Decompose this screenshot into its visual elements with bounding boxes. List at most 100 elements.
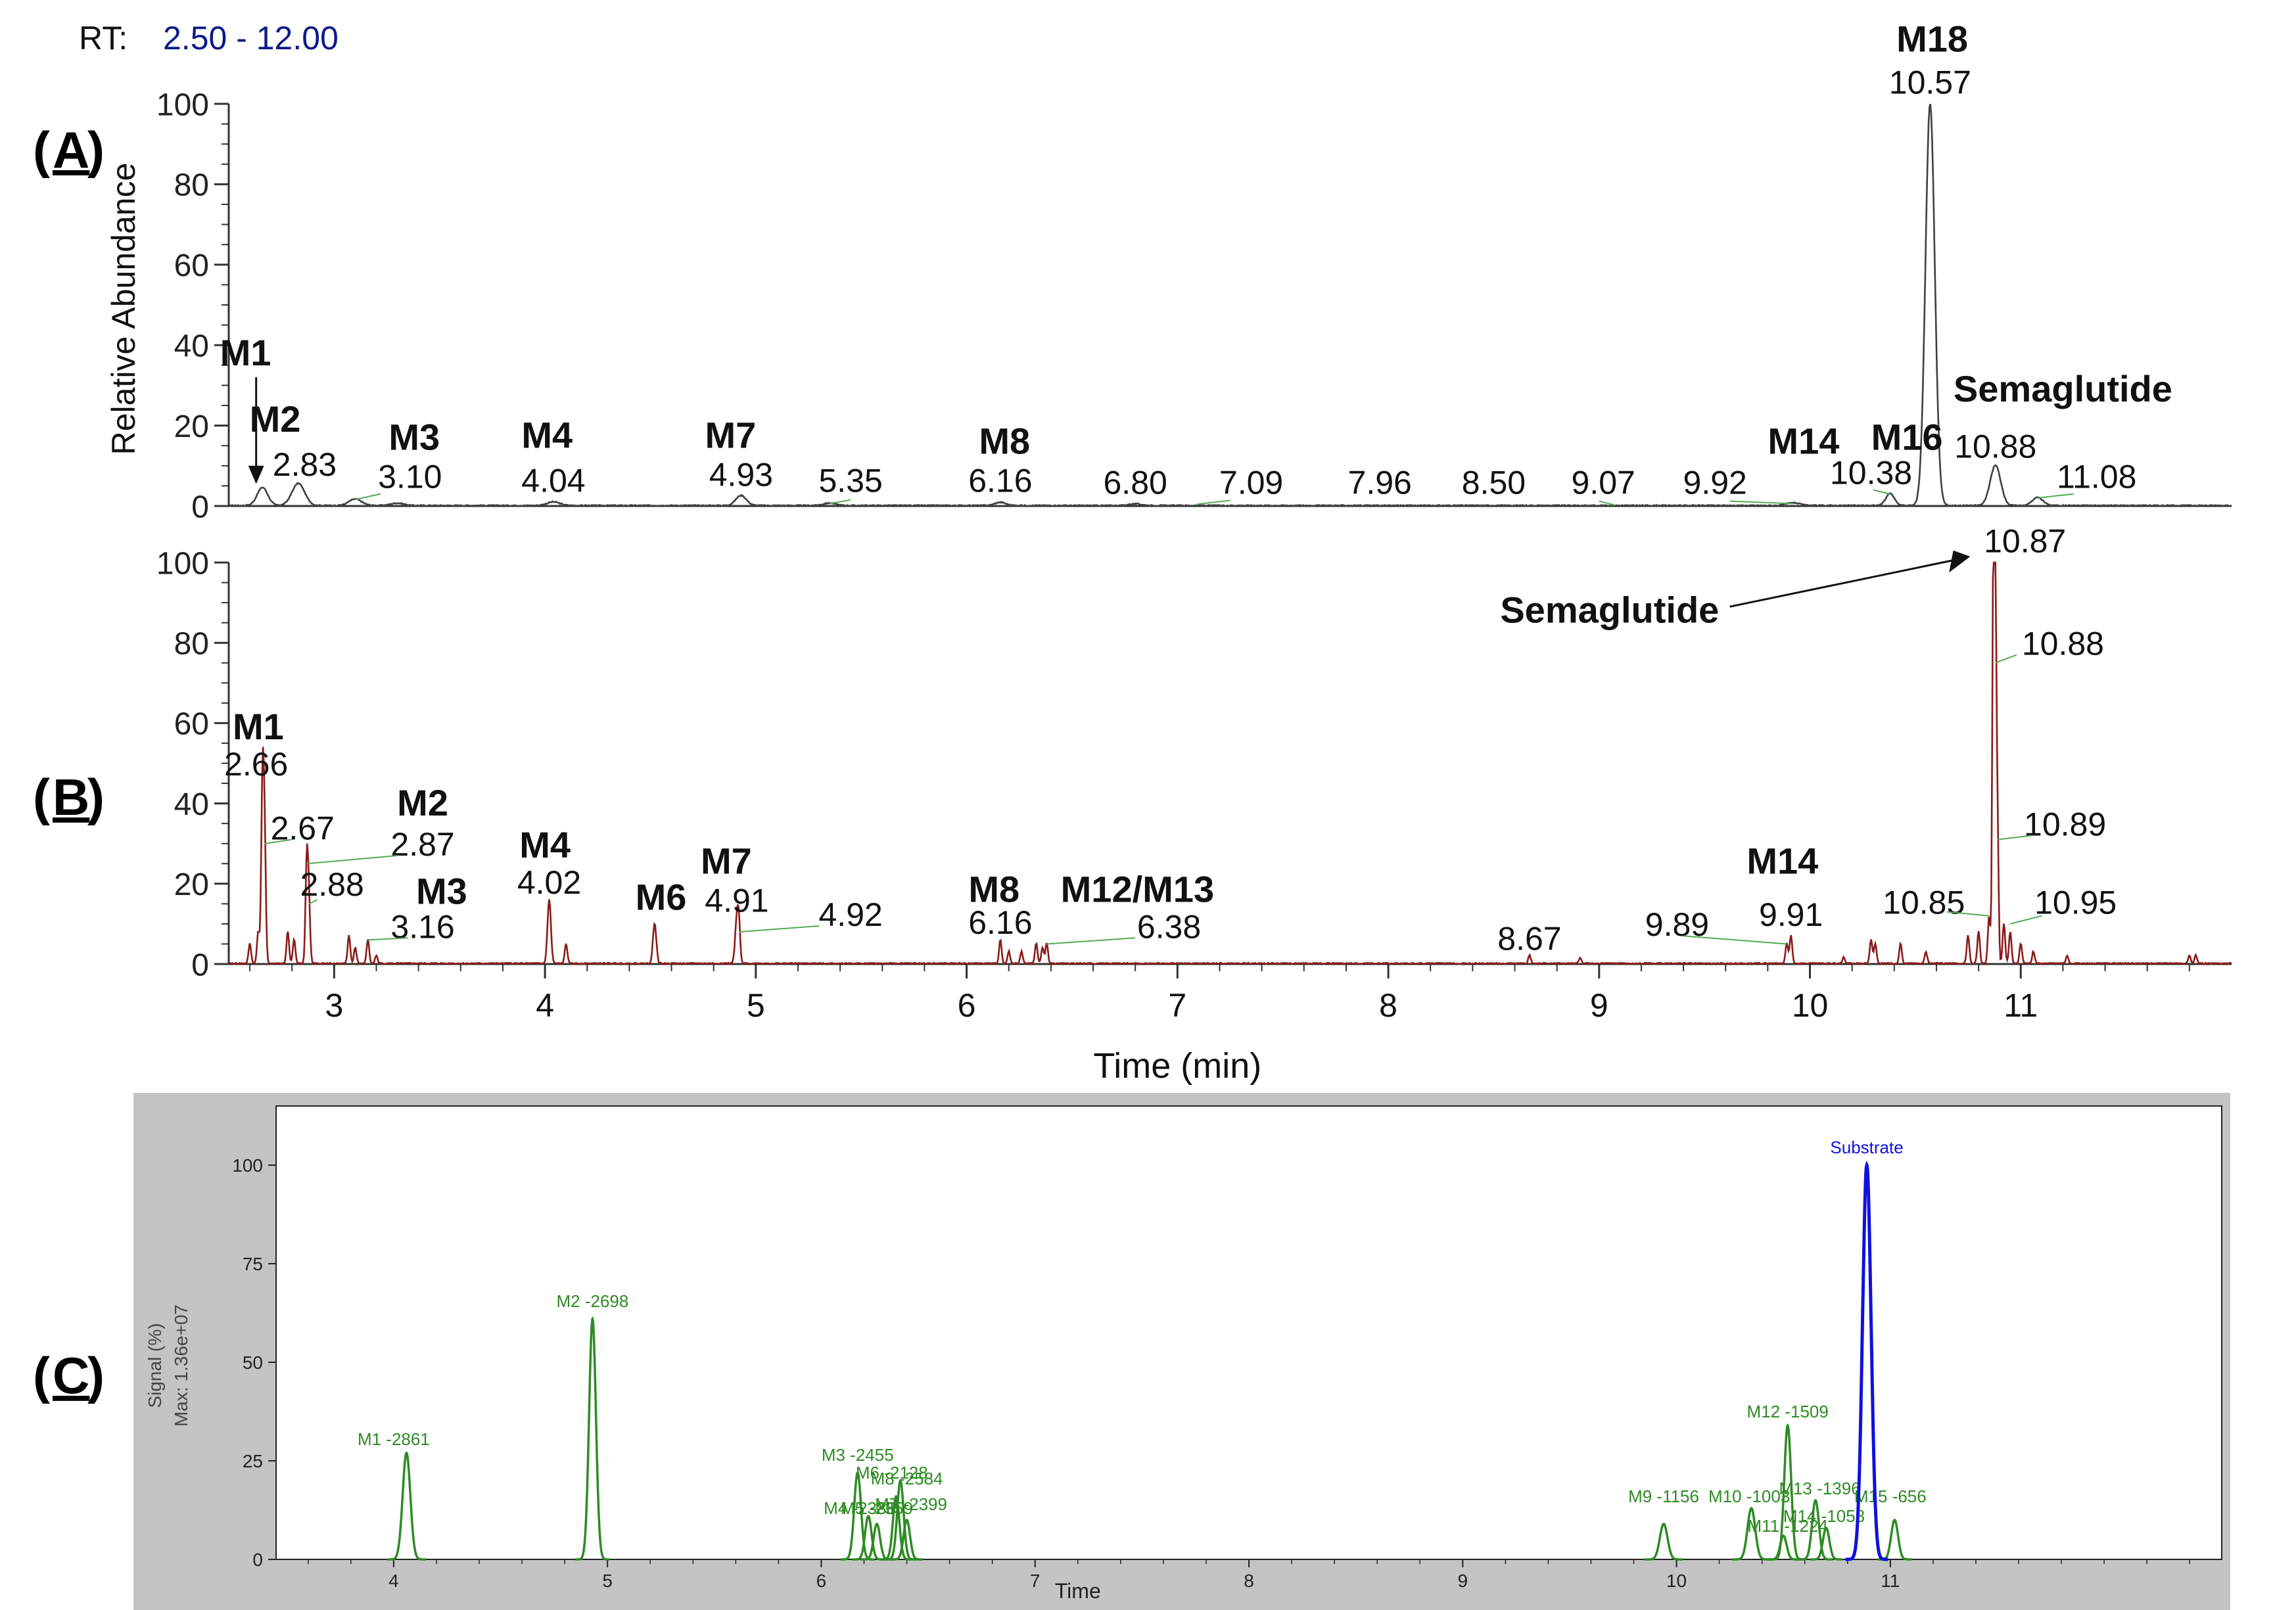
panel-c-series-m4-2388-trace — [852, 1515, 885, 1561]
panel-a-leader-line — [1729, 500, 1793, 505]
panel-b-rt-label-9-91: 9.91 — [1759, 896, 1823, 933]
panel-a-leader-line — [829, 499, 851, 505]
panel-b-leader-line — [1997, 835, 2032, 840]
panel-a-metabolite-label-m4: M4 — [521, 414, 573, 455]
panel-a-rt-label-4-93: 4.93 — [709, 456, 773, 493]
panel-c-series-m5-2359-trace — [860, 1523, 893, 1561]
panel-b-leader-line — [306, 855, 398, 865]
panel-b-y-tick-label: 100 — [156, 546, 209, 581]
panel-b-x-tick-label: 4 — [536, 987, 554, 1024]
panel-a-y-tick-label: 100 — [156, 87, 209, 122]
panel-b-y-tick-label: 60 — [174, 707, 209, 742]
panel-a-rt-label-10-57: 10.57 — [1889, 64, 1971, 101]
panel-b-semaglutide-arrow-head — [1949, 550, 1971, 573]
panel-b-rt-label-2-88: 2.88 — [300, 866, 363, 903]
panel-b-rt-label-4-92: 4.92 — [819, 896, 883, 933]
panel-a-metabolite-label-m3: M3 — [388, 416, 440, 457]
panel-b-metabolite-label-m3: M3 — [416, 870, 467, 911]
panel-c-series-m7-2399-trace — [891, 1519, 923, 1561]
panel-a-metabolite-label-semaglutide: Semaglutide — [1954, 368, 2172, 409]
panel-c-series-m1-2861-label: M1 -2861 — [358, 1429, 430, 1449]
panel-b-x-tick-label: 10 — [1792, 987, 1829, 1024]
panel-b-x-tick-label: 5 — [747, 987, 765, 1024]
panel-c-series-m9-1156-label: M9 -1156 — [1628, 1486, 1699, 1506]
panel-a-rt-label-8-50: 8.50 — [1462, 465, 1526, 501]
panel-b-x-tick-label: 9 — [1590, 987, 1608, 1024]
panel-c-y-tick-label: 25 — [243, 1451, 263, 1471]
panel-b-rt-label-10-85: 10.85 — [1883, 885, 1965, 921]
panel-b-leader-line — [1946, 911, 1990, 917]
panel-b-leader-line — [308, 899, 318, 905]
panel-a-rt-label-4-04: 4.04 — [521, 463, 585, 499]
panel-a-trace — [229, 103, 2232, 507]
panel-c-series-m14-1058-trace — [1810, 1527, 1842, 1561]
panel-c-series-m13-1396-trace — [1798, 1498, 1833, 1561]
panel-a-leader-line — [355, 493, 381, 501]
panel-b-close-paren: ) — [87, 768, 105, 826]
panel-a-y-axis-label: Relative Abundance — [105, 163, 142, 455]
rt-range: 2.50 - 12.00 — [163, 20, 339, 57]
panel-b-x-tick-label: 3 — [325, 987, 343, 1024]
panel-a-rt-label-7-96: 7.96 — [1348, 465, 1412, 501]
panel-c-open-paren: ( — [33, 1346, 50, 1404]
panel-a-rt-label-3-10: 3.10 — [378, 458, 442, 495]
panel-c-label: ( C ) — [33, 1346, 105, 1404]
panel-a-letter: A — [53, 121, 89, 179]
panel-b-rt-label-10-88: 10.88 — [2022, 626, 2104, 662]
rt-header: RT: 2.50 - 12.00 — [79, 20, 339, 57]
panel-b-metabolite-label-m2: M2 — [397, 782, 448, 823]
panel-b-rt-label-2-87: 2.87 — [390, 826, 454, 863]
panel-a-metabolite-label-m7: M7 — [705, 414, 756, 455]
panel-c-y-tick-label: 100 — [232, 1155, 263, 1176]
panel-c-series-m3-2455-label: M3 -2455 — [822, 1445, 894, 1465]
panel-a-rt-label-6-80: 6.80 — [1104, 465, 1167, 501]
panel-c-series-m8-2584-label: M8 -2584 — [871, 1469, 943, 1488]
panel-a-rt-label-5-35: 5.35 — [819, 463, 883, 499]
panel-a-label: ( A ) — [33, 121, 105, 179]
panel-c-x-tick-label: 11 — [1881, 1571, 1900, 1591]
panel-b-x-tick-label: 7 — [1168, 987, 1186, 1024]
panel-c-series-m1-2861-trace — [387, 1451, 426, 1561]
panel-b-x-tick-label: 6 — [958, 987, 976, 1024]
panel-b-rt-label-10-87: 10.87 — [1984, 523, 2066, 560]
panel-c-x-tick-label: 4 — [388, 1571, 399, 1591]
panel-a-rt-label-10-38: 10.38 — [1830, 454, 1912, 491]
panel-a-leader-line — [1873, 489, 1890, 495]
panel-b-x-tick-label: 8 — [1379, 987, 1397, 1024]
panel-b-open-paren: ( — [33, 768, 50, 826]
panel-c-series-m2-2698-trace — [575, 1316, 610, 1561]
panel-c-series-substrate-label: Substrate — [1830, 1138, 1903, 1157]
panel-b-y-tick-label: 20 — [174, 867, 209, 902]
panel-a-rt-label-2-83: 2.83 — [273, 446, 337, 483]
panel-c-series-m10-1003-trace — [1732, 1507, 1771, 1561]
panel-b-metabolite-label-m1: M1 — [233, 706, 284, 747]
panel-b-x-tick-label: 11 — [2003, 987, 2038, 1024]
panel-a-leader-line — [1196, 499, 1230, 505]
panel-a-metabolite-label-m16: M16 — [1871, 416, 1943, 457]
panel-a-open-paren: ( — [33, 121, 50, 179]
panel-c-series-m9-1156-trace — [1644, 1523, 1683, 1561]
panel-a-metabolite-label-m8: M8 — [979, 420, 1030, 461]
panel-a-metabolite-label-m1: M1 — [220, 332, 271, 373]
panel-c-series-m15-656-label: M15 -656 — [1854, 1486, 1927, 1506]
panel-b-leader-line — [264, 839, 293, 844]
panel-c-y-tick-label: 0 — [252, 1550, 263, 1570]
panel-c-x-axis-label: Time — [1055, 1579, 1101, 1603]
panel-a-y-tick-label: 80 — [174, 168, 209, 203]
panel-b-rt-label-8-67: 8.67 — [1497, 921, 1561, 957]
panel-c-x-tick-label: 7 — [1030, 1571, 1041, 1591]
rt-label: RT: — [79, 20, 128, 57]
panel-c-series-m11-1224-label: M11 -1224 — [1748, 1516, 1828, 1536]
panel-a-leader-line — [1599, 500, 1614, 506]
panel-b-trace — [228, 561, 2232, 965]
panel-c-series-m5-2359-label: M5 -2359 — [841, 1498, 913, 1518]
panel-c-chart: 0 25 50 75 100 4 5 6 7 8 9 10 11 Time Signal (%) Max: 1… — [133, 1093, 2230, 1610]
panel-c-series-m12-1509-label: M12 -1509 — [1747, 1402, 1829, 1421]
panel-b-y-tick-label: 80 — [174, 626, 209, 661]
panel-c-series-m14-1058-label: M14 -1058 — [1783, 1506, 1865, 1526]
panel-b-metabolite-label-m12-m13: M12/M13 — [1061, 868, 1214, 909]
panel-a-rt-label-7-09: 7.09 — [1219, 465, 1283, 501]
panel-c-x-tick-label: 10 — [1666, 1571, 1687, 1591]
panel-a-chart: 0 20 40 60 80 100 Relative Abundance 2.83 3.10 4.… — [105, 18, 2232, 524]
